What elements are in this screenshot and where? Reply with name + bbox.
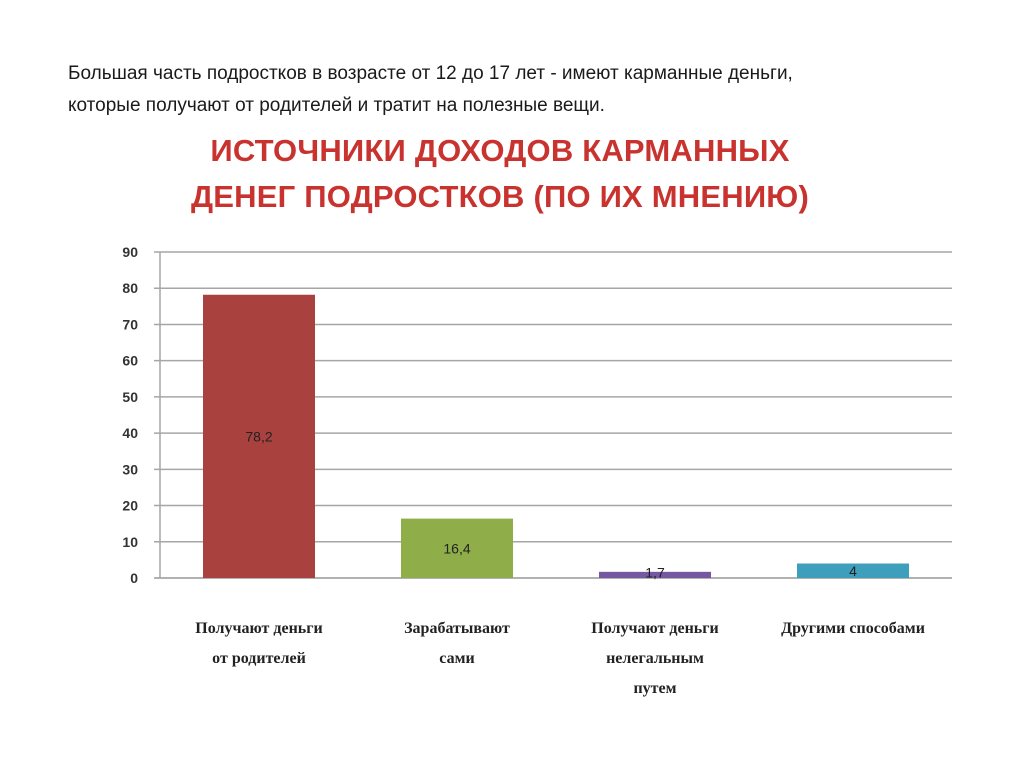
x-category-label-line: сами <box>439 650 475 667</box>
x-category-label: Получают деньги от родителей <box>164 614 354 674</box>
y-tick-label: 40 <box>122 425 138 441</box>
chart-title-line-2: ДЕНЕГ ПОДРОСТКОВ (ПО ИХ МНЕНИЮ) <box>191 179 809 214</box>
x-category-label-line: Получают деньги <box>195 620 323 637</box>
chart-title-line-1: ИСТОЧНИКИ ДОХОДОВ КАРМАННЫХ <box>210 133 790 168</box>
data-label: 78,2 <box>245 428 272 444</box>
y-tick-label: 10 <box>122 534 138 550</box>
y-tick-label: 0 <box>130 570 138 586</box>
x-category-label: Другими способами <box>758 614 948 644</box>
y-tick-label: 90 <box>122 244 138 260</box>
bar-layer <box>203 294 909 578</box>
x-category-label-line: Другими способами <box>781 620 925 637</box>
data-label: 16,4 <box>443 540 470 556</box>
y-tick-label: 70 <box>122 316 138 332</box>
x-category-label-line: от родителей <box>212 650 306 667</box>
x-category-label-line: Зарабатывают <box>404 620 510 637</box>
x-category-label-line: нелегальным <box>606 650 704 667</box>
y-tick-label: 30 <box>122 461 138 477</box>
data-label: 1,7 <box>645 565 665 581</box>
intro-line-1: Большая часть подростков в возрасте от 1… <box>68 63 793 84</box>
bar <box>203 294 315 578</box>
intro-line-2: которые получают от родителей и тратит н… <box>68 95 605 116</box>
y-tick-label: 50 <box>122 389 138 405</box>
data-label: 4 <box>849 563 857 579</box>
bar <box>401 518 513 578</box>
y-tick-label: 20 <box>122 498 138 514</box>
intro-text: Большая часть подростков в возрасте от 1… <box>68 58 968 122</box>
x-category-label-line: путем <box>633 680 677 697</box>
bar <box>599 571 711 578</box>
x-category-label-line: Получают деньги <box>591 620 719 637</box>
bar <box>797 563 909 578</box>
chart-title: ИСТОЧНИКИ ДОХОДОВ КАРМАННЫХ ДЕНЕГ ПОДРОС… <box>100 128 900 220</box>
y-tick-label: 60 <box>122 353 138 369</box>
x-category-label: Зарабатывают сами <box>362 614 552 674</box>
x-category-label: Получают деньги нелегальным путем <box>560 614 750 704</box>
label-layer: 78,2 16,4 1,7 4 <box>245 428 857 580</box>
y-tick-label: 80 <box>122 280 138 296</box>
